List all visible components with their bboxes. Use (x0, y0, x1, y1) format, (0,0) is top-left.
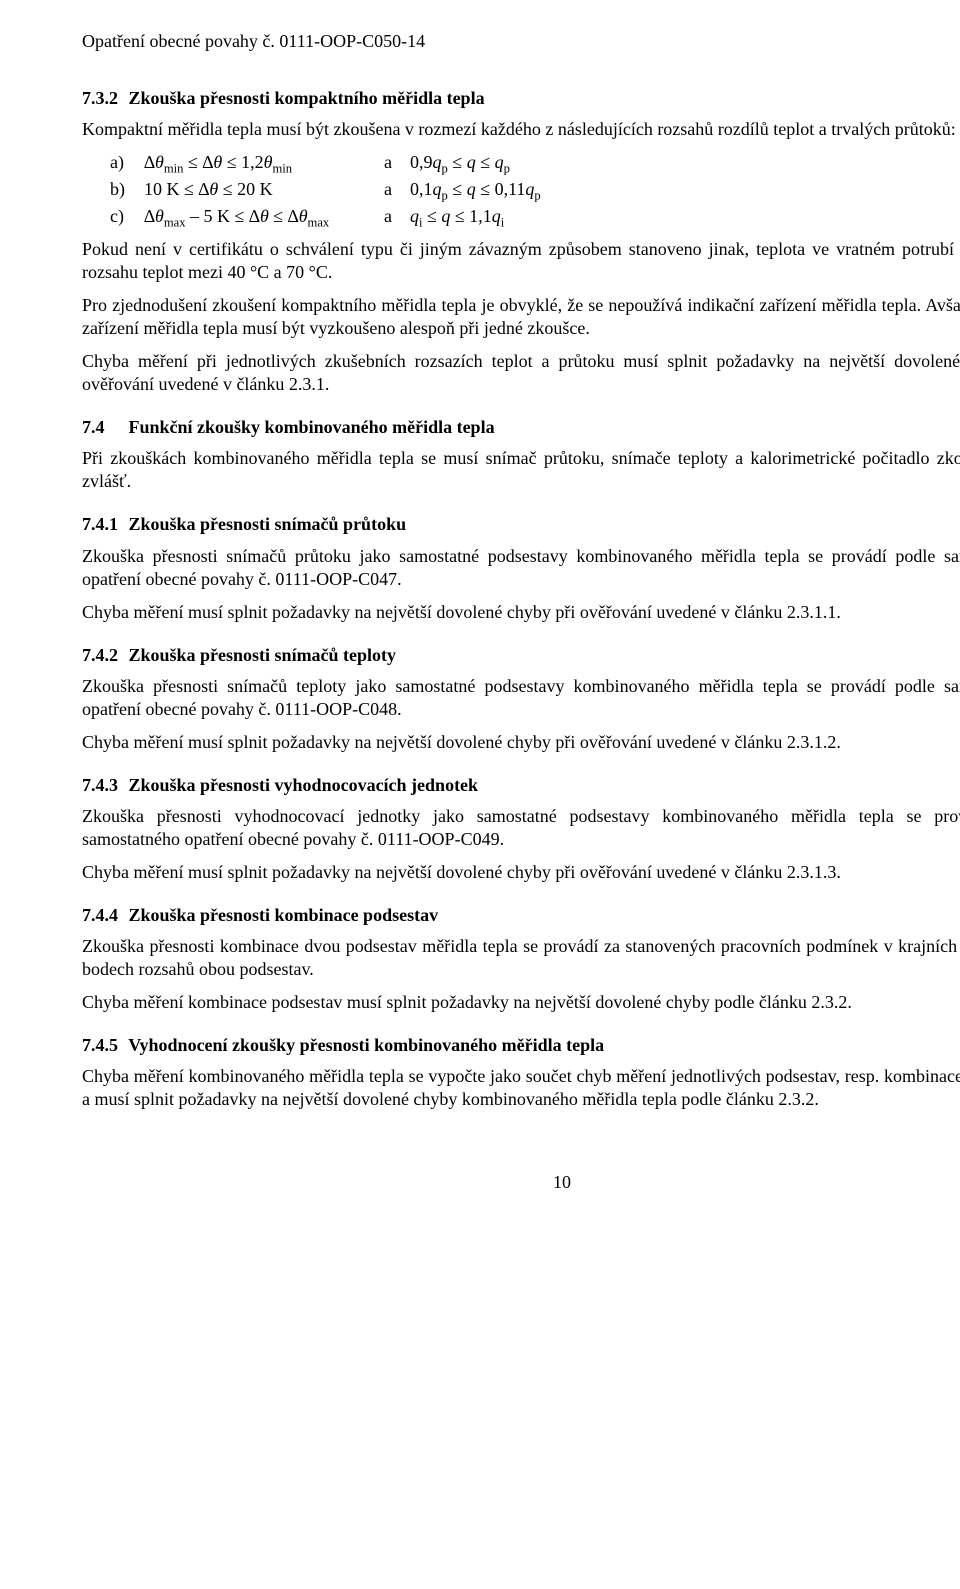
heading-number: 7.3.2 (82, 87, 124, 110)
condition-b: b) 10 K ≤ ∆θ ≤ 20 K a 0,1qp ≤ q ≤ 0,11qp (82, 178, 960, 201)
heading-7-4-3: 7.4.3 Zkouška přesnosti vyhodnocovacích … (82, 774, 960, 797)
paragraph: Chyba měření kombinace podsestav musí sp… (82, 991, 960, 1014)
page-number: 10 (82, 1171, 960, 1194)
heading-7-4-5: 7.4.5 Vyhodnocení zkoušky přesnosti komb… (82, 1034, 960, 1057)
paragraph: Zkouška přesnosti kombinace dvou podsest… (82, 935, 960, 981)
heading-number: 7.4.1 (82, 513, 124, 536)
heading-number: 7.4.4 (82, 904, 124, 927)
heading-title: Zkouška přesnosti snímačů průtoku (129, 514, 407, 534)
heading-number: 7.4.3 (82, 774, 124, 797)
heading-title: Zkouška přesnosti vyhodnocovacích jednot… (129, 775, 479, 795)
heading-7-4-4: 7.4.4 Zkouška přesnosti kombinace podses… (82, 904, 960, 927)
heading-title: Zkouška přesnosti snímačů teploty (129, 645, 397, 665)
paragraph: Kompaktní měřidla tepla musí být zkoušen… (82, 118, 960, 141)
condition-left: 10 K ≤ ∆θ ≤ 20 K (144, 178, 384, 201)
heading-7-3-2: 7.3.2 Zkouška přesnosti kompaktního měři… (82, 87, 960, 110)
heading-7-4: 7.4 Funkční zkoušky kombinovaného měřidl… (82, 416, 960, 439)
paragraph: Zkouška přesnosti vyhodnocovací jednotky… (82, 805, 960, 851)
condition-conj: a (384, 178, 410, 201)
paragraph: Chyba měření musí splnit požadavky na ne… (82, 861, 960, 884)
condition-conj: a (384, 151, 410, 174)
heading-number: 7.4 (82, 416, 124, 439)
condition-label: a) (110, 151, 144, 174)
paragraph: Chyba měření při jednotlivých zkušebních… (82, 350, 960, 396)
paragraph: Chyba měření kombinovaného měřidla tepla… (82, 1065, 960, 1111)
document-header: Opatření obecné povahy č. 0111-OOP-C050-… (82, 30, 960, 53)
heading-title: Vyhodnocení zkoušky přesnosti kombinovan… (128, 1035, 604, 1055)
condition-right: 0,1qp ≤ q ≤ 0,11qp (410, 178, 960, 201)
heading-number: 7.4.5 (82, 1034, 124, 1057)
condition-right: 0,9qp ≤ q ≤ qp (410, 151, 960, 174)
condition-a: a) ∆θmin ≤ ∆θ ≤ 1,2θmin a 0,9qp ≤ q ≤ qp (82, 151, 960, 174)
condition-right: qi ≤ q ≤ 1,1qi (410, 205, 960, 228)
heading-title: Zkouška přesnosti kompaktního měřidla te… (129, 88, 485, 108)
heading-7-4-2: 7.4.2 Zkouška přesnosti snímačů teploty (82, 644, 960, 667)
paragraph: Při zkouškách kombinovaného měřidla tepl… (82, 447, 960, 493)
paragraph: Pokud není v certifikátu o schválení typ… (82, 238, 960, 284)
paragraph: Chyba měření musí splnit požadavky na ne… (82, 731, 960, 754)
heading-title: Funkční zkoušky kombinovaného měřidla te… (129, 417, 495, 437)
paragraph: Zkouška přesnosti snímačů průtoku jako s… (82, 545, 960, 591)
heading-title: Zkouška přesnosti kombinace podsestav (129, 905, 439, 925)
condition-conj: a (384, 205, 410, 228)
condition-left: ∆θmax – 5 K ≤ ∆θ ≤ ∆θmax (144, 205, 384, 228)
condition-c: c) ∆θmax – 5 K ≤ ∆θ ≤ ∆θmax a qi ≤ q ≤ 1… (82, 205, 960, 228)
paragraph: Zkouška přesnosti snímačů teploty jako s… (82, 675, 960, 721)
condition-label: b) (110, 178, 144, 201)
heading-7-4-1: 7.4.1 Zkouška přesnosti snímačů průtoku (82, 513, 960, 536)
heading-number: 7.4.2 (82, 644, 124, 667)
condition-label: c) (110, 205, 144, 228)
conditions-list: a) ∆θmin ≤ ∆θ ≤ 1,2θmin a 0,9qp ≤ q ≤ qp… (82, 151, 960, 228)
condition-left: ∆θmin ≤ ∆θ ≤ 1,2θmin (144, 151, 384, 174)
paragraph: Pro zjednodušení zkoušení kompaktního mě… (82, 294, 960, 340)
paragraph: Chyba měření musí splnit požadavky na ne… (82, 601, 960, 624)
